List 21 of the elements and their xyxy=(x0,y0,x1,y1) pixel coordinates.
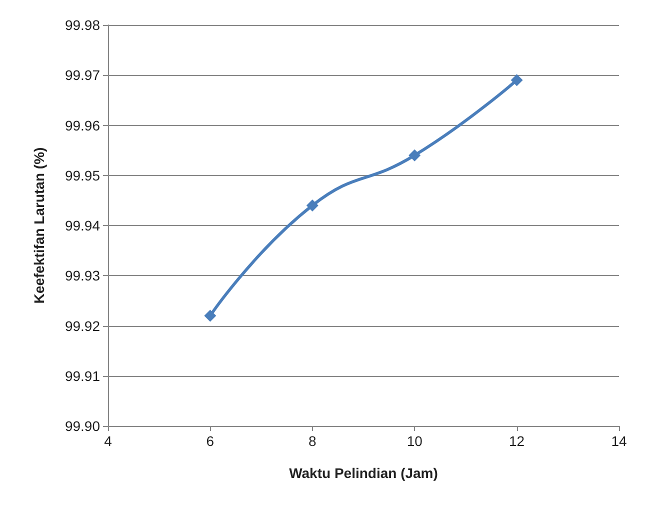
y-tick-label: 99.91 xyxy=(64,368,100,384)
y-tick-label: 99.93 xyxy=(64,268,100,284)
y-tick-label: 99.90 xyxy=(64,418,100,434)
point xyxy=(510,74,523,86)
point xyxy=(204,310,216,322)
y-axis-title: Keefektifan Larutan (%) xyxy=(31,147,47,304)
y-tick-label: 99.97 xyxy=(64,67,100,84)
x-tick-label: 14 xyxy=(611,433,627,449)
y-tick-label: 99.95 xyxy=(64,167,100,184)
x-tick-label: 10 xyxy=(406,433,423,449)
x-tick-label: 12 xyxy=(509,433,525,449)
y-tick-label: 99.94 xyxy=(64,218,100,234)
point xyxy=(408,149,421,162)
x-tick-label: 8 xyxy=(308,433,316,449)
x-tick-label: 6 xyxy=(206,433,214,449)
y-tick-label: 99.96 xyxy=(64,117,100,134)
y-tick-label: 99.92 xyxy=(64,318,100,334)
x-axis-title: Waktu Pelindian (Jam) xyxy=(289,465,438,481)
x-tick-label: 4 xyxy=(104,433,112,449)
y-tick-label: 99.98 xyxy=(64,17,100,33)
point xyxy=(306,199,318,212)
